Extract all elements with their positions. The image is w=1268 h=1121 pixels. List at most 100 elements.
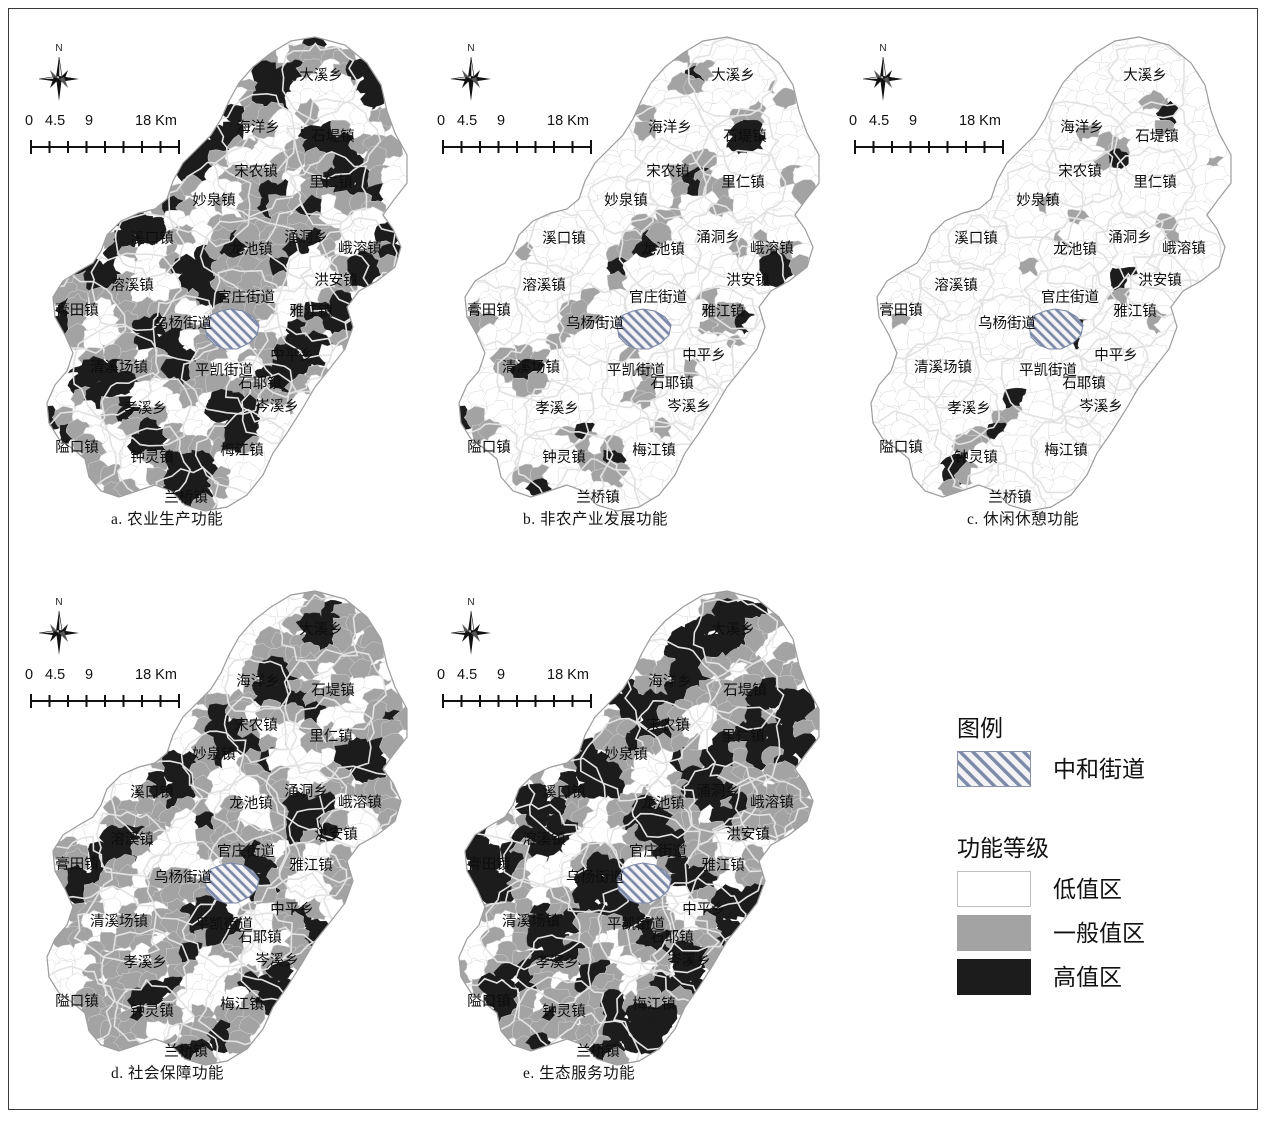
township-label-qingxi: 清溪场镇 — [90, 359, 148, 376]
panel-caption-c: c. 休闲休憩功能 — [967, 511, 1080, 528]
legend-swatch-mid — [957, 915, 1031, 951]
township-label-wuyang: 乌杨街道 — [154, 869, 212, 886]
zhonghe-subdistrict — [204, 308, 260, 350]
scale-tick-3: 18 Km — [547, 113, 589, 129]
township-label-meijiang: 梅江镇 — [220, 996, 264, 1013]
north-arrow-label: N — [879, 43, 887, 54]
township-label-guanzhuang: 官庄街道 — [217, 842, 275, 860]
scale-bar-ticks — [30, 140, 180, 154]
township-label-wuyang: 乌杨街道 — [154, 315, 212, 332]
township-label-meijiang: 梅江镇 — [632, 442, 676, 459]
township-label-xikou: 溪口镇 — [130, 784, 174, 801]
map-d: 大溪乡 海洋乡 石堤镇 宋农镇 里仁镇 妙泉镇 溪口镇 龙池镇 涌洞乡 峨溶镇 溶溪镇 官庄街道 洪安镇… — [15, 569, 427, 1069]
township-label-hongan: 洪安镇 — [314, 272, 358, 289]
compass-star-icon — [450, 610, 491, 655]
township-label-yajiang: 雅江镇 — [289, 303, 333, 320]
township-label-songnong: 宋农镇 — [646, 163, 690, 180]
north-arrow: N — [37, 597, 81, 659]
township-label-yongdong: 涌洞乡 — [1108, 229, 1152, 246]
township-label-longchi: 龙池镇 — [229, 241, 273, 258]
township-label-xikou: 溪口镇 — [542, 230, 586, 247]
township-label-shidi: 石堤镇 — [1135, 128, 1179, 145]
township-label-shiye: 石耶镇 — [650, 929, 694, 946]
scale-tick-0: 0 — [437, 113, 446, 129]
legend-label-zhonghe: 中和街道 — [1053, 756, 1145, 782]
north-arrow: N — [37, 43, 81, 105]
township-label-zhongling: 钟灵镇 — [542, 449, 586, 466]
scale-tick-2: 9 — [909, 113, 918, 129]
township-label-yajiang: 雅江镇 — [289, 857, 333, 874]
zhonghe-subdistrict — [1028, 308, 1084, 350]
scale-tick-2: 9 — [497, 113, 506, 129]
township-label-yajiang: 雅江镇 — [701, 303, 745, 320]
township-label-xiaoxi: 孝溪乡 — [535, 954, 579, 971]
north-arrow-label: N — [55, 597, 63, 608]
township-label-aikou: 隘口镇 — [55, 439, 99, 456]
map-panel-c: 大溪乡 海洋乡 石堤镇 宋农镇 里仁镇 妙泉镇 溪口镇 龙池镇 涌洞乡 峨溶镇 溶溪镇 官庄街道 洪安镇… — [839, 15, 1251, 535]
map-panel-e: 大溪乡 海洋乡 石堤镇 宋农镇 里仁镇 妙泉镇 溪口镇 龙池镇 涌洞乡 峨溶镇 溶溪镇 官庄街道 洪安镇… — [427, 569, 839, 1089]
township-label-gaotian: 膏田镇 — [467, 302, 511, 319]
township-label-qingxi: 清溪场镇 — [914, 359, 972, 376]
township-label-lanqiao: 兰桥镇 — [576, 1043, 620, 1060]
map-panel-b: 大溪乡 海洋乡 石堤镇 宋农镇 里仁镇 妙泉镇 溪口镇 龙池镇 涌洞乡 峨溶镇 溶溪镇 官庄街道 洪安镇… — [427, 15, 839, 535]
township-label-lanqiao: 兰桥镇 — [164, 1043, 208, 1060]
legend-title: 图例 — [957, 716, 1003, 741]
township-label-meijiang: 梅江镇 — [632, 996, 676, 1013]
township-label-hongan: 洪安镇 — [726, 826, 770, 843]
legend-class-title: 功能等级 — [957, 836, 1049, 861]
township-label-meijiang: 梅江镇 — [220, 442, 264, 459]
scale-tick-1: 4.5 — [45, 113, 66, 129]
township-label-qingxi: 清溪场镇 — [502, 913, 560, 930]
scale-tick-0: 0 — [437, 667, 446, 683]
north-arrow: N — [449, 43, 493, 105]
township-label-rongxi: 溶溪镇 — [110, 831, 154, 848]
scale-bar-ticks — [442, 140, 592, 154]
township-label-liren: 里仁镇 — [309, 728, 353, 745]
figure-frame: 大溪乡 海洋乡 石堤镇 宋农镇 里仁镇 妙泉镇 溪口镇 龙池镇 涌洞乡 峨溶镇 溶溪镇 官庄街道 洪安镇… — [8, 8, 1258, 1110]
township-label-xiaoxi: 孝溪乡 — [947, 400, 991, 417]
scale-tick-2: 9 — [85, 667, 94, 683]
township-label-pingkai: 平凯街道 — [195, 916, 253, 933]
township-label-xikou: 溪口镇 — [542, 784, 586, 801]
map-c: 大溪乡 海洋乡 石堤镇 宋农镇 里仁镇 妙泉镇 溪口镇 龙池镇 涌洞乡 峨溶镇 溶溪镇 官庄街道 洪安镇… — [839, 15, 1251, 515]
township-label-liren: 里仁镇 — [721, 728, 765, 745]
scale-tick-1: 4.5 — [45, 667, 66, 683]
township-label-zhongping: 中平乡 — [682, 901, 726, 918]
township-label-qingxi: 清溪场镇 — [90, 913, 148, 930]
township-label-shidi: 石堤镇 — [311, 128, 355, 145]
scale-tick-3: 18 Km — [135, 667, 177, 683]
township-label-shidi: 石堤镇 — [723, 682, 767, 699]
panel-caption-d: d. 社会保障功能 — [111, 1065, 225, 1082]
township-label-rongxi: 溶溪镇 — [522, 277, 566, 294]
scale-bar: 0 4.5 9 18 Km — [23, 113, 193, 161]
township-label-zhongling: 钟灵镇 — [954, 449, 998, 466]
panel-caption-a: a. 农业生产功能 — [111, 511, 224, 528]
township-label-yongdong: 涌洞乡 — [284, 783, 328, 800]
north-arrow-label: N — [467, 43, 475, 54]
township-label-lanqiao: 兰桥镇 — [988, 489, 1032, 506]
township-label-liren: 里仁镇 — [309, 174, 353, 191]
township-label-rongxi: 溶溪镇 — [522, 831, 566, 848]
legend: 图例 中和街道 功能等级 低值区 — [939, 709, 1249, 1079]
township-label-songnong: 宋农镇 — [646, 717, 690, 734]
township-label-yongdong: 涌洞乡 — [696, 783, 740, 800]
township-label-longchi: 龙池镇 — [1053, 241, 1097, 258]
township-label-songnong: 宋农镇 — [234, 717, 278, 734]
scale-tick-2: 9 — [85, 113, 94, 129]
map-a: 大溪乡 海洋乡 石堤镇 宋农镇 里仁镇 妙泉镇 溪口镇 龙池镇 涌洞乡 峨溶镇 溶溪镇 官庄街道 洪安镇… — [15, 15, 427, 515]
township-label-shiye: 石耶镇 — [650, 375, 694, 392]
panel-caption-b: b. 非农产业发展功能 — [523, 511, 669, 528]
township-label-shiye: 石耶镇 — [238, 929, 282, 946]
scale-tick-0: 0 — [849, 113, 858, 129]
map-b: 大溪乡 海洋乡 石堤镇 宋农镇 里仁镇 妙泉镇 溪口镇 龙池镇 涌洞乡 峨溶镇 溶溪镇 官庄街道 洪安镇… — [427, 15, 839, 515]
legend-swatch-zhonghe — [957, 751, 1031, 787]
legend-row-high: 高值区 — [939, 959, 1249, 995]
scale-bar: 0 4.5 9 18 Km — [435, 667, 605, 715]
township-label-songnong: 宋农镇 — [1058, 163, 1102, 180]
zhonghe-subdistrict — [616, 862, 672, 904]
township-label-wuyang: 乌杨街道 — [566, 315, 624, 332]
map-e: 大溪乡 海洋乡 石堤镇 宋农镇 里仁镇 妙泉镇 溪口镇 龙池镇 涌洞乡 峨溶镇 溶溪镇 官庄街道 洪安镇… — [427, 569, 839, 1069]
scale-tick-1: 4.5 — [457, 113, 478, 129]
